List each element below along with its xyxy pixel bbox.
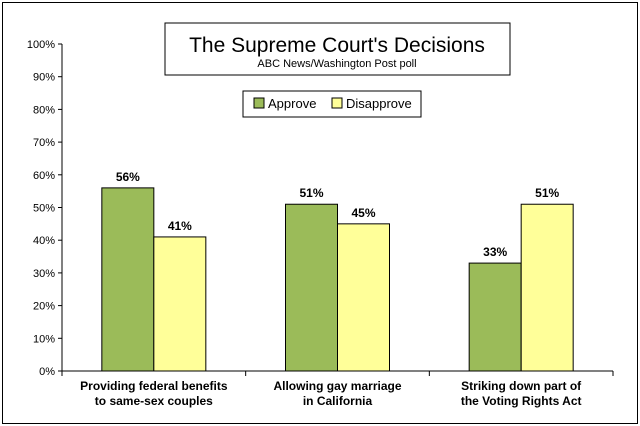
category-labels: Providing federal benefits to same-sex co… [80, 379, 582, 408]
bar-approve-2 [468, 262, 522, 372]
bar-approve-1 [285, 203, 338, 372]
chart-title: The Supreme Court's Decisions [189, 34, 485, 57]
category-label-0: Providing federal benefits to same-sex co… [80, 379, 228, 408]
y-tick-label: 100% [27, 39, 55, 51]
bar-disapprove-1 [337, 223, 390, 372]
y-tick-label: 0% [39, 366, 55, 378]
category-label-1: Allowing gay marriage in California [273, 379, 401, 408]
data-label-approve-2: 33% [483, 245, 507, 259]
legend-label-approve: Approve [268, 96, 316, 111]
bar-disapprove-0 [153, 236, 207, 372]
data-label-approve-0: 56% [116, 170, 140, 184]
data-label-disapprove-1: 45% [351, 206, 375, 220]
data-labels: 56% 41% 51% 45% 33% 51% [116, 170, 560, 259]
y-tick-label: 80% [33, 104, 55, 116]
y-tick-label: 90% [33, 72, 55, 84]
data-label-approve-1: 51% [299, 186, 323, 200]
legend-swatch-disapprove [331, 97, 343, 109]
legend-swatch-approve [253, 97, 265, 109]
data-label-disapprove-2: 51% [535, 186, 559, 200]
y-tick-label: 30% [33, 268, 55, 280]
y-tick-label: 50% [33, 203, 55, 215]
bars [101, 187, 574, 372]
legend: Approve Disapprove [242, 90, 422, 118]
y-tick-label: 60% [33, 170, 55, 182]
y-tick-label: 70% [33, 137, 55, 149]
chart-subtitle: ABC News/Washington Post poll [257, 58, 416, 70]
data-label-disapprove-0: 41% [168, 219, 192, 233]
y-axis: 0% 10% 20% 30% 40% 50% 60% 70% 80% 90% 100% [27, 39, 63, 378]
y-tick-label: 40% [33, 235, 55, 247]
y-tick-label: 20% [33, 301, 55, 313]
legend-label-disapprove: Disapprove [346, 96, 412, 111]
title-box: The Supreme Court's Decisions ABC News/W… [164, 22, 511, 76]
y-tick-label: 10% [33, 333, 55, 345]
bar-disapprove-2 [520, 203, 574, 372]
category-label-2: Striking down part of the Voting Rights A… [461, 379, 582, 408]
bar-approve-0 [101, 187, 155, 372]
